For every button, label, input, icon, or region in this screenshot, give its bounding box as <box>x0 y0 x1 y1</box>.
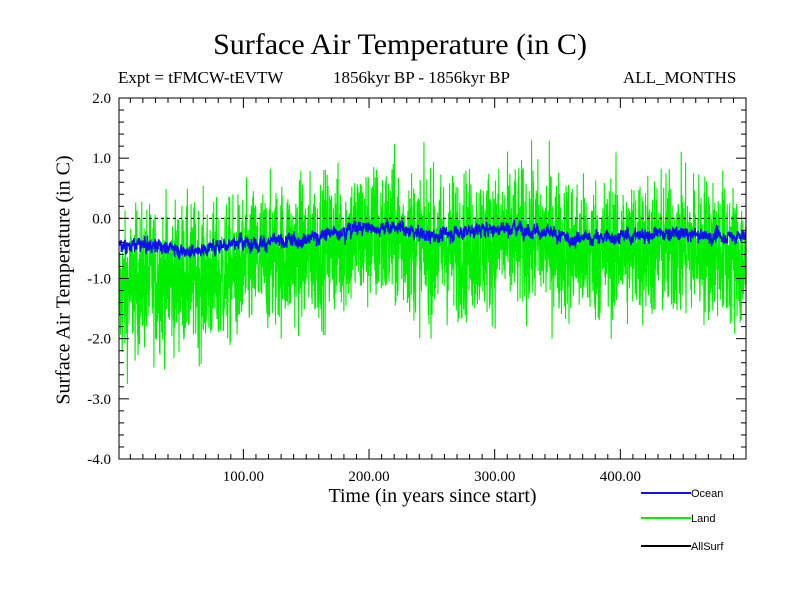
legend-label-land: Land <box>691 513 715 525</box>
x-tick-label: 400.00 <box>600 469 641 485</box>
legend-label-allsurf: AllSurf <box>691 541 724 553</box>
x-tick-label: 200.00 <box>348 469 389 485</box>
chart-title: Surface Air Temperature (in C) <box>213 28 587 61</box>
x-tick-label: 300.00 <box>474 469 515 485</box>
experiment-label: Expt = tFMCW-tEVTW <box>118 68 284 87</box>
period-label: 1856kyr BP - 1856kyr BP <box>333 68 510 87</box>
x-tick-label: 100.00 <box>223 469 264 485</box>
series-layer <box>119 140 746 384</box>
axes-layer: 100.00 200.00 300.00 400.00 -4.0 -3.0 -2.0 -1.0… <box>87 91 747 485</box>
legend: Ocean Land AllSurf <box>641 488 724 553</box>
legend-label-ocean: Ocean <box>691 488 723 500</box>
y-tick-label: 1.0 <box>92 151 111 167</box>
y-tick-label: -4.0 <box>87 452 111 468</box>
y-tick-label: 0.0 <box>92 211 111 227</box>
x-axis-label: Time (in years since start) <box>328 485 537 507</box>
series-line-ocean <box>119 218 746 260</box>
y-tick-label: -1.0 <box>87 272 111 288</box>
y-tick-label: 2.0 <box>92 91 111 107</box>
y-tick-label: -2.0 <box>87 332 111 348</box>
series-line-land <box>119 140 746 384</box>
months-label: ALL_MONTHS <box>623 68 737 87</box>
y-tick-label: -3.0 <box>87 392 111 408</box>
